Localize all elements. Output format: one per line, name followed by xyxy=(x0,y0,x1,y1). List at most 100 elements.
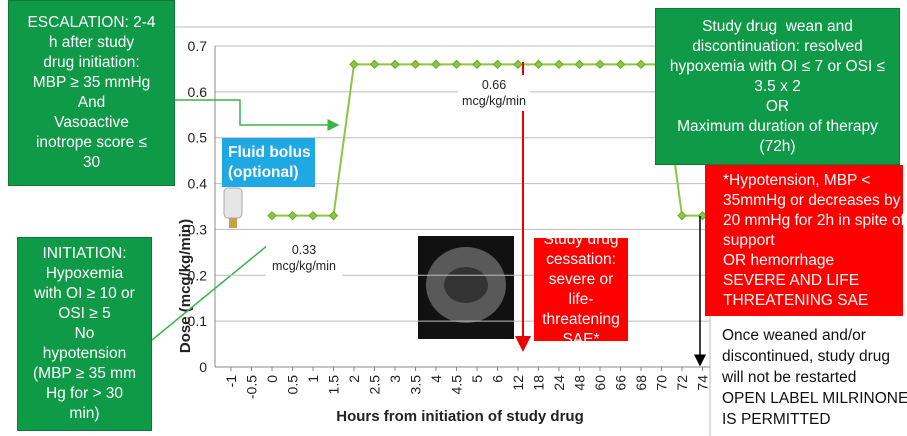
data-point xyxy=(330,212,338,220)
x-tick-label: -0.5 xyxy=(244,375,260,399)
annotation-line: life- xyxy=(534,290,628,310)
annotation-line: INITIATION: xyxy=(18,244,151,264)
annotation-line: 30 xyxy=(9,153,174,173)
annotation-line: Fluid bolus xyxy=(228,143,315,163)
x-tick-label: 74 xyxy=(695,375,711,391)
data-point xyxy=(453,60,461,68)
y-tick-label: 0.5 xyxy=(188,130,208,146)
annotation-line: Hg for > 30 xyxy=(18,384,151,404)
annotation-line: MBP ≥ 35 mmHg xyxy=(9,73,174,93)
annotation-line: will not be restarted xyxy=(722,367,896,388)
y-tick-label: 0.7 xyxy=(188,38,208,54)
data-point xyxy=(535,60,543,68)
annotation-line: 35mmHg or decreases by > xyxy=(723,191,903,211)
x-tick-label: 68 xyxy=(633,375,649,391)
annotation-line: Study drug wean and xyxy=(656,17,899,37)
annotation-line: hypoxemia with OI ≤ 7 or OSI ≤ xyxy=(656,57,899,77)
annotation-box: *Hypotension, MBP <35mmHg or decreases b… xyxy=(705,165,903,316)
data-point xyxy=(514,60,522,68)
data-point xyxy=(412,60,420,68)
iv-bag xyxy=(224,188,242,228)
annotation-line: discontinuation: resolved xyxy=(656,37,899,57)
y-tick-label: 0.3 xyxy=(188,221,208,237)
annotation-line: threatening xyxy=(534,310,628,330)
annotation-line: THREATENING SAE xyxy=(723,291,903,311)
slide: Dose (mcg/kg/min) Hours from initiation … xyxy=(0,0,907,436)
escalation-arrow xyxy=(175,100,338,125)
annotation-line: h after study xyxy=(9,33,174,53)
data-point xyxy=(289,212,297,220)
annotation-line: Vasoactive xyxy=(9,113,174,133)
x-tick-label: 70 xyxy=(654,375,670,391)
y-tick-label: 0.6 xyxy=(188,84,208,100)
annotation-line: severe or xyxy=(534,270,628,290)
ultrasound-image xyxy=(418,236,514,339)
data-point xyxy=(309,212,317,220)
annotation-line: No xyxy=(18,324,151,344)
annotation-line: (72h) xyxy=(656,137,899,157)
initiation-pointer xyxy=(152,245,268,340)
x-tick-label: 66 xyxy=(613,375,629,391)
data-point xyxy=(371,60,379,68)
annotation-box: Fluid bolus(optional) xyxy=(222,138,315,187)
annotation-box: Study drugcessation:severe orlife-threat… xyxy=(534,238,628,341)
annotation-line: 20 mmHg for 2h in spite of xyxy=(723,211,903,231)
data-point xyxy=(637,60,645,68)
annotation-line: inotrope score ≤ xyxy=(9,133,174,153)
annotation-line: Study drug xyxy=(534,230,628,250)
annotation-line: *Hypotension, MBP < xyxy=(723,171,903,191)
x-tick-label: 60 xyxy=(592,375,608,391)
annotation-line: discontinued, study drug xyxy=(722,346,896,367)
data-point xyxy=(617,60,625,68)
annotation-line: Hypoxemia xyxy=(18,264,151,284)
y-axis-title: Dose (mcg/kg/min) xyxy=(177,219,194,353)
annotation-line: OR xyxy=(656,97,899,117)
annotation-line: SAE* xyxy=(534,330,628,350)
data-point xyxy=(268,212,276,220)
x-tick-label: 48 xyxy=(572,375,588,391)
annotation-line: SEVERE AND LIFE xyxy=(723,271,903,291)
annotation-line: hypotension xyxy=(18,344,151,364)
annotation-line: mcg/kg/min xyxy=(458,93,530,109)
y-tick-label: 0 xyxy=(199,359,207,375)
annotation-line: Maximum duration of therapy xyxy=(656,117,899,137)
annotation-line: And xyxy=(9,93,174,113)
data-point xyxy=(391,60,399,68)
data-point xyxy=(596,60,604,68)
x-tick-label: 72 xyxy=(674,375,690,391)
y-tick-label: 0.4 xyxy=(188,176,208,192)
x-tick-label: 1 xyxy=(305,375,321,383)
annotation-line: min) xyxy=(18,404,151,424)
data-point xyxy=(494,60,502,68)
x-tick-label: 4.5 xyxy=(449,375,465,395)
annotation-line: OPEN LABEL MILRINONE xyxy=(722,388,896,409)
data-point xyxy=(678,212,686,220)
x-tick-label: -1 xyxy=(223,375,239,388)
annotation-line: OSI ≥ 5 xyxy=(18,304,151,324)
x-tick-label: 6 xyxy=(490,375,506,383)
annotation-line: with OI ≥ 10 or xyxy=(18,284,151,304)
annotation-line: 0.33 xyxy=(266,242,342,258)
annotation-line: (optional) xyxy=(228,163,315,183)
x-tick-label: 3.5 xyxy=(408,375,424,395)
x-tick-label: 2 xyxy=(346,375,362,383)
x-tick-label: 2.5 xyxy=(367,375,383,395)
data-point xyxy=(576,60,584,68)
x-tick-label: 0.5 xyxy=(285,375,301,395)
annotation-line: 0.66 xyxy=(458,77,530,93)
annotation-line: IS PERMITTED xyxy=(722,409,896,430)
annotation-line: drug initiation: xyxy=(9,53,174,73)
y-tick-label: 0.1 xyxy=(188,313,208,329)
x-axis-title: Hours from initiation of study drug xyxy=(336,408,584,425)
x-tick-label: 1.5 xyxy=(326,375,342,395)
annotation-line: Once weaned and/or xyxy=(722,325,896,346)
x-tick-label: 3 xyxy=(387,375,403,383)
annotation-line: mcg/kg/min xyxy=(266,258,342,274)
annotation-line: support xyxy=(723,231,903,251)
x-tick-label: 5 xyxy=(469,375,485,383)
